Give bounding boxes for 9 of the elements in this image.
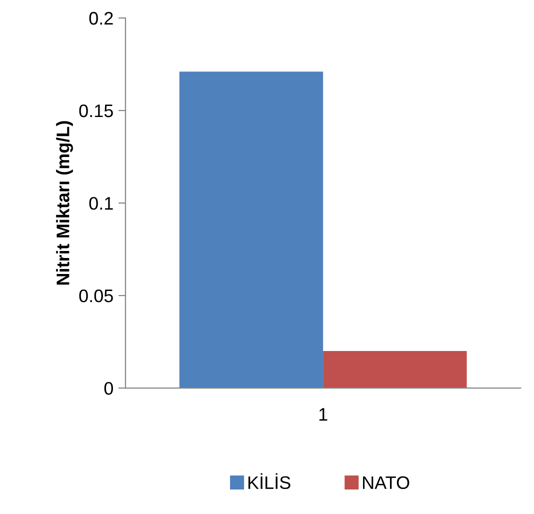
y-tick-label: 0.1: [89, 196, 113, 210]
y-tick-label: 0: [104, 382, 113, 395]
y-tick-label: 0.15: [79, 104, 113, 118]
y-tick-label: 0.05: [79, 289, 113, 302]
x-tick-label: 1: [319, 408, 328, 421]
y-tick-label: 0.2: [89, 12, 113, 25]
legend-label: KİLİS: [248, 473, 290, 490]
y-axis-title: Nitrit Miktarı (mg/L): [56, 121, 73, 285]
legend-label: NATO: [363, 476, 410, 490]
